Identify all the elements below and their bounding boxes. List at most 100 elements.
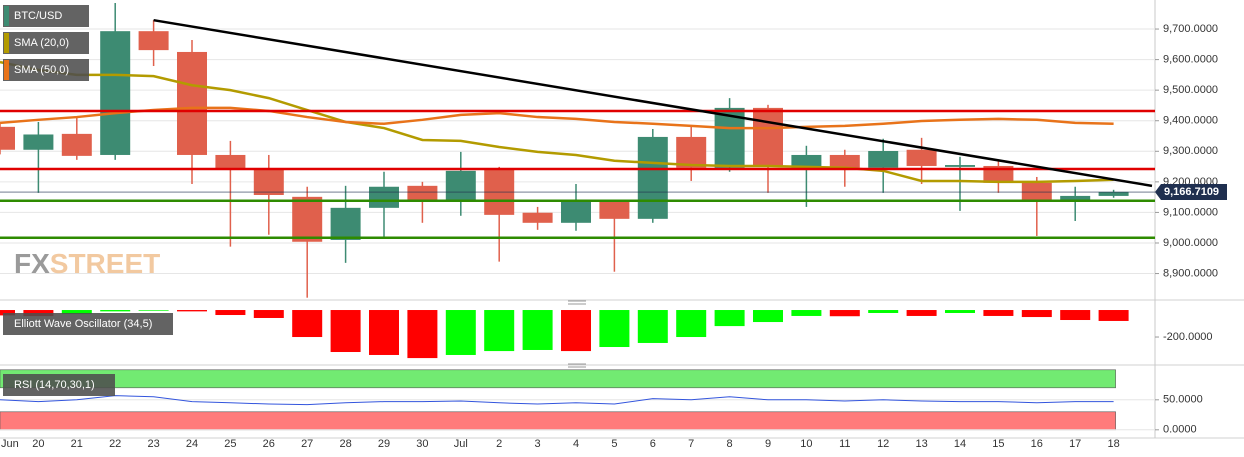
legend-swatch xyxy=(4,6,9,26)
candle-body xyxy=(253,169,284,195)
oscillator-bar xyxy=(676,310,707,338)
y-tick-label: 9,600.0000 xyxy=(1163,54,1218,66)
oscillator-bar xyxy=(983,310,1014,316)
y-tick-label: 9,400.0000 xyxy=(1163,115,1218,127)
oscillator-bar xyxy=(637,310,668,343)
legend-swatch xyxy=(4,33,9,53)
legend-label: SMA (20,0) xyxy=(14,37,69,49)
legend-label: SMA (50,0) xyxy=(14,64,69,76)
y-tick-label: 8,900.0000 xyxy=(1163,267,1218,279)
candle-body xyxy=(292,196,323,242)
oscillator-bar xyxy=(1060,310,1091,321)
legend-label: Elliott Wave Oscillator (34,5) xyxy=(14,318,152,330)
x-tick-label: 4 xyxy=(573,438,579,450)
candle-body xyxy=(23,134,54,150)
candle-body xyxy=(138,31,169,51)
rsi-line xyxy=(0,395,1114,406)
oscillator-bar xyxy=(1098,310,1129,321)
oscillator-bar xyxy=(215,310,246,316)
candle-body xyxy=(445,170,476,201)
oscillator-bar xyxy=(522,310,553,350)
x-tick-label: 18 xyxy=(1107,438,1119,450)
oscillator-bar xyxy=(0,310,15,316)
candle-body xyxy=(1098,191,1129,196)
x-tick-label: 27 xyxy=(301,438,313,450)
oscillator-bar xyxy=(138,310,169,311)
x-tick-label: 21 xyxy=(71,438,83,450)
x-tick-label: 24 xyxy=(186,438,198,450)
rsi-band xyxy=(0,411,1116,431)
oscillator-bar xyxy=(177,310,207,312)
candle-body xyxy=(100,31,131,155)
oscillator-bar xyxy=(61,310,92,315)
candle-body xyxy=(1060,195,1091,201)
rsi-band xyxy=(0,369,1116,389)
legend-label: BTC/USD xyxy=(14,10,62,22)
oscillator-bar xyxy=(945,310,975,313)
oscillator-bar xyxy=(753,310,783,323)
candle-body xyxy=(906,149,937,166)
legend-box xyxy=(3,374,115,396)
candle-body xyxy=(330,207,361,240)
oscillator-bar xyxy=(330,310,361,353)
legend-box xyxy=(3,32,89,54)
oscillator-bar xyxy=(829,310,860,317)
oscillator-bar xyxy=(100,310,131,312)
y-tick-label: 9,000.0000 xyxy=(1163,237,1218,249)
x-tick-label: 29 xyxy=(378,438,390,450)
y-tick-label: 0.0000 xyxy=(1163,424,1197,436)
oscillator-bar xyxy=(369,310,399,355)
candle-body xyxy=(407,185,438,201)
oscillator-bar xyxy=(445,310,476,355)
candle-body xyxy=(753,107,783,166)
candle-body xyxy=(0,126,15,150)
x-tick-label: 22 xyxy=(109,438,121,450)
oscillator-bar xyxy=(714,310,745,327)
legend-label: RSI (14,70,30,1) xyxy=(14,379,95,391)
watermark-part: FX xyxy=(14,248,50,279)
x-tick-label: 23 xyxy=(147,438,159,450)
watermark-part: STREET xyxy=(50,248,160,279)
candle-body xyxy=(61,133,92,156)
trend-line xyxy=(153,18,1153,188)
x-tick-label: 12 xyxy=(877,438,889,450)
watermark: FXSTREET xyxy=(14,248,160,279)
sma-line xyxy=(0,60,1114,184)
x-tick-label: 8 xyxy=(727,438,733,450)
oscillator-bar xyxy=(599,310,630,348)
candle-body xyxy=(369,186,399,208)
x-tick-label: 14 xyxy=(954,438,966,450)
candle-body xyxy=(945,165,975,167)
legend-box xyxy=(3,313,173,335)
oscillator-bar xyxy=(484,310,515,352)
sma-line xyxy=(0,106,1114,130)
candle-body xyxy=(215,154,246,170)
panel-handle xyxy=(568,300,586,368)
candle-body xyxy=(829,154,860,168)
x-tick-label: 13 xyxy=(915,438,927,450)
oscillator-bar xyxy=(407,310,438,359)
oscillator-bar xyxy=(561,310,591,352)
y-tick-label: 50.0000 xyxy=(1163,394,1203,406)
legend-swatch xyxy=(4,60,9,80)
oscillator-bar xyxy=(292,310,323,338)
x-tick-label: 30 xyxy=(416,438,428,450)
x-tick-label: 9 xyxy=(765,438,771,450)
candle-body xyxy=(522,212,553,223)
y-tick-label: 9,500.0000 xyxy=(1163,84,1218,96)
legend-box xyxy=(3,5,89,27)
x-tick-label: 17 xyxy=(1069,438,1081,450)
x-tick-label: 28 xyxy=(339,438,351,450)
candle-body xyxy=(561,201,591,223)
x-tick-label: 3 xyxy=(535,438,541,450)
oscillator-bar xyxy=(791,310,822,316)
candle-body xyxy=(868,150,899,168)
candle-body xyxy=(637,136,668,219)
x-tick-label: Jun xyxy=(1,438,19,450)
x-tick-label: 10 xyxy=(800,438,812,450)
candle-body xyxy=(676,136,707,168)
candle-body xyxy=(177,51,207,155)
x-tick-label: Jul xyxy=(454,438,468,450)
